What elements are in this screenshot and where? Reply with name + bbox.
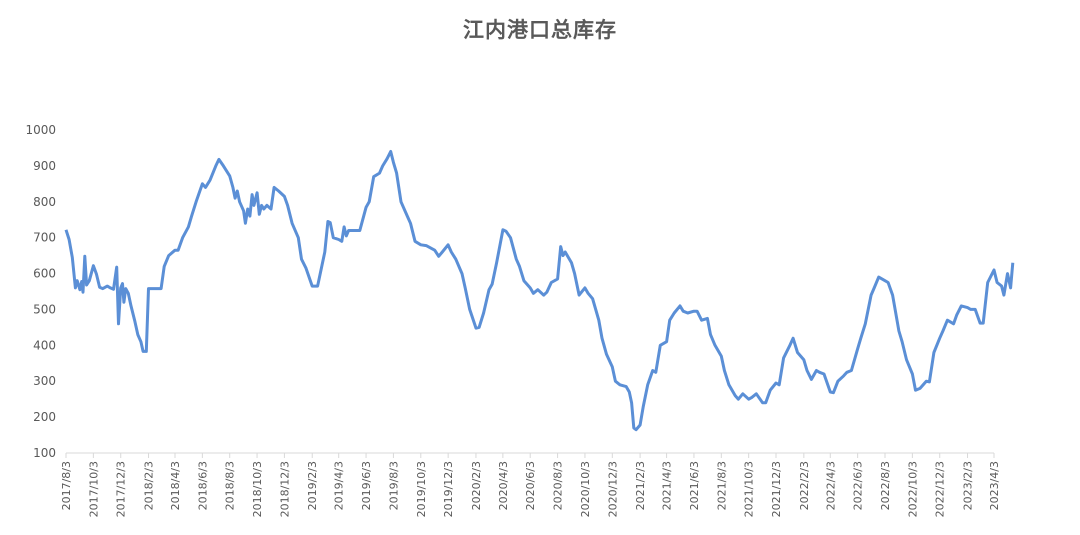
y-tick-label: 1000 xyxy=(25,123,56,137)
x-tick-label: 2022/12/3 xyxy=(934,461,947,517)
x-tick-label: 2018/8/3 xyxy=(224,461,237,510)
x-tick-label: 2021/4/3 xyxy=(661,461,674,510)
x-tick-label: 2021/8/3 xyxy=(715,461,728,510)
x-tick-label: 2023/4/3 xyxy=(988,461,1001,510)
y-tick-label: 400 xyxy=(33,338,56,352)
x-tick-label: 2020/12/3 xyxy=(606,461,619,517)
x-tick-label: 2018/10/3 xyxy=(251,461,264,517)
x-tick-label: 2022/10/3 xyxy=(906,461,919,517)
y-tick-label: 600 xyxy=(33,267,56,281)
x-tick-label: 2018/2/3 xyxy=(143,461,156,510)
x-tick-label: 2022/2/3 xyxy=(798,461,811,510)
x-tick-label: 2019/12/3 xyxy=(442,461,455,517)
x-tick-label: 2023/2/3 xyxy=(962,461,975,510)
x-tick-label: 2022/6/3 xyxy=(852,461,865,510)
chart-title: 江内港口总库存 xyxy=(463,18,617,42)
y-tick-label: 700 xyxy=(33,231,56,245)
x-tick-label: 2019/4/3 xyxy=(333,461,346,510)
series-line xyxy=(64,150,1015,432)
x-tick-label: 2019/6/3 xyxy=(360,461,373,510)
x-tick-label: 2020/10/3 xyxy=(579,461,592,517)
x-tick-label: 2021/10/3 xyxy=(743,461,756,517)
x-tick-label: 2021/2/3 xyxy=(634,461,647,510)
x-tick-label: 2021/6/3 xyxy=(688,461,701,510)
y-tick-label: 200 xyxy=(33,410,56,424)
x-tick-label: 2022/8/3 xyxy=(879,461,892,510)
x-tick-label: 2019/2/3 xyxy=(306,461,319,510)
x-tick-label: 2021/12/3 xyxy=(770,461,783,517)
x-tick-label: 2020/6/3 xyxy=(524,461,537,510)
y-tick-label: 300 xyxy=(33,374,56,388)
x-tick-label: 2017/8/3 xyxy=(60,461,73,510)
series-group xyxy=(64,150,1015,432)
y-axis-ticks: 100 200 300 400 500 600 700 800 900 1000 xyxy=(25,123,56,460)
x-tick-label: 2022/4/3 xyxy=(824,461,837,510)
x-tick-label: 2020/8/3 xyxy=(552,461,565,510)
y-tick-label: 900 xyxy=(33,159,56,173)
y-tick-label: 500 xyxy=(33,302,56,316)
x-tick-label: 2019/8/3 xyxy=(387,461,400,510)
x-tick-label: 2018/12/3 xyxy=(278,461,291,517)
x-tick-label: 2019/10/3 xyxy=(415,461,428,517)
x-tick-label: 2017/10/3 xyxy=(87,461,100,517)
x-tick-label: 2020/2/3 xyxy=(470,461,483,510)
x-tick-label: 2017/12/3 xyxy=(115,461,128,517)
x-axis-ticks: 2017/8/3 2017/10/3 2017/12/3 2018/2/3 2018/4… xyxy=(60,453,1001,517)
x-tick-label: 2018/6/3 xyxy=(196,461,209,510)
y-tick-label: 800 xyxy=(33,195,56,209)
y-tick-label: 100 xyxy=(33,446,56,460)
x-tick-label: 2018/4/3 xyxy=(169,461,182,510)
x-tick-label: 2020/4/3 xyxy=(497,461,510,510)
